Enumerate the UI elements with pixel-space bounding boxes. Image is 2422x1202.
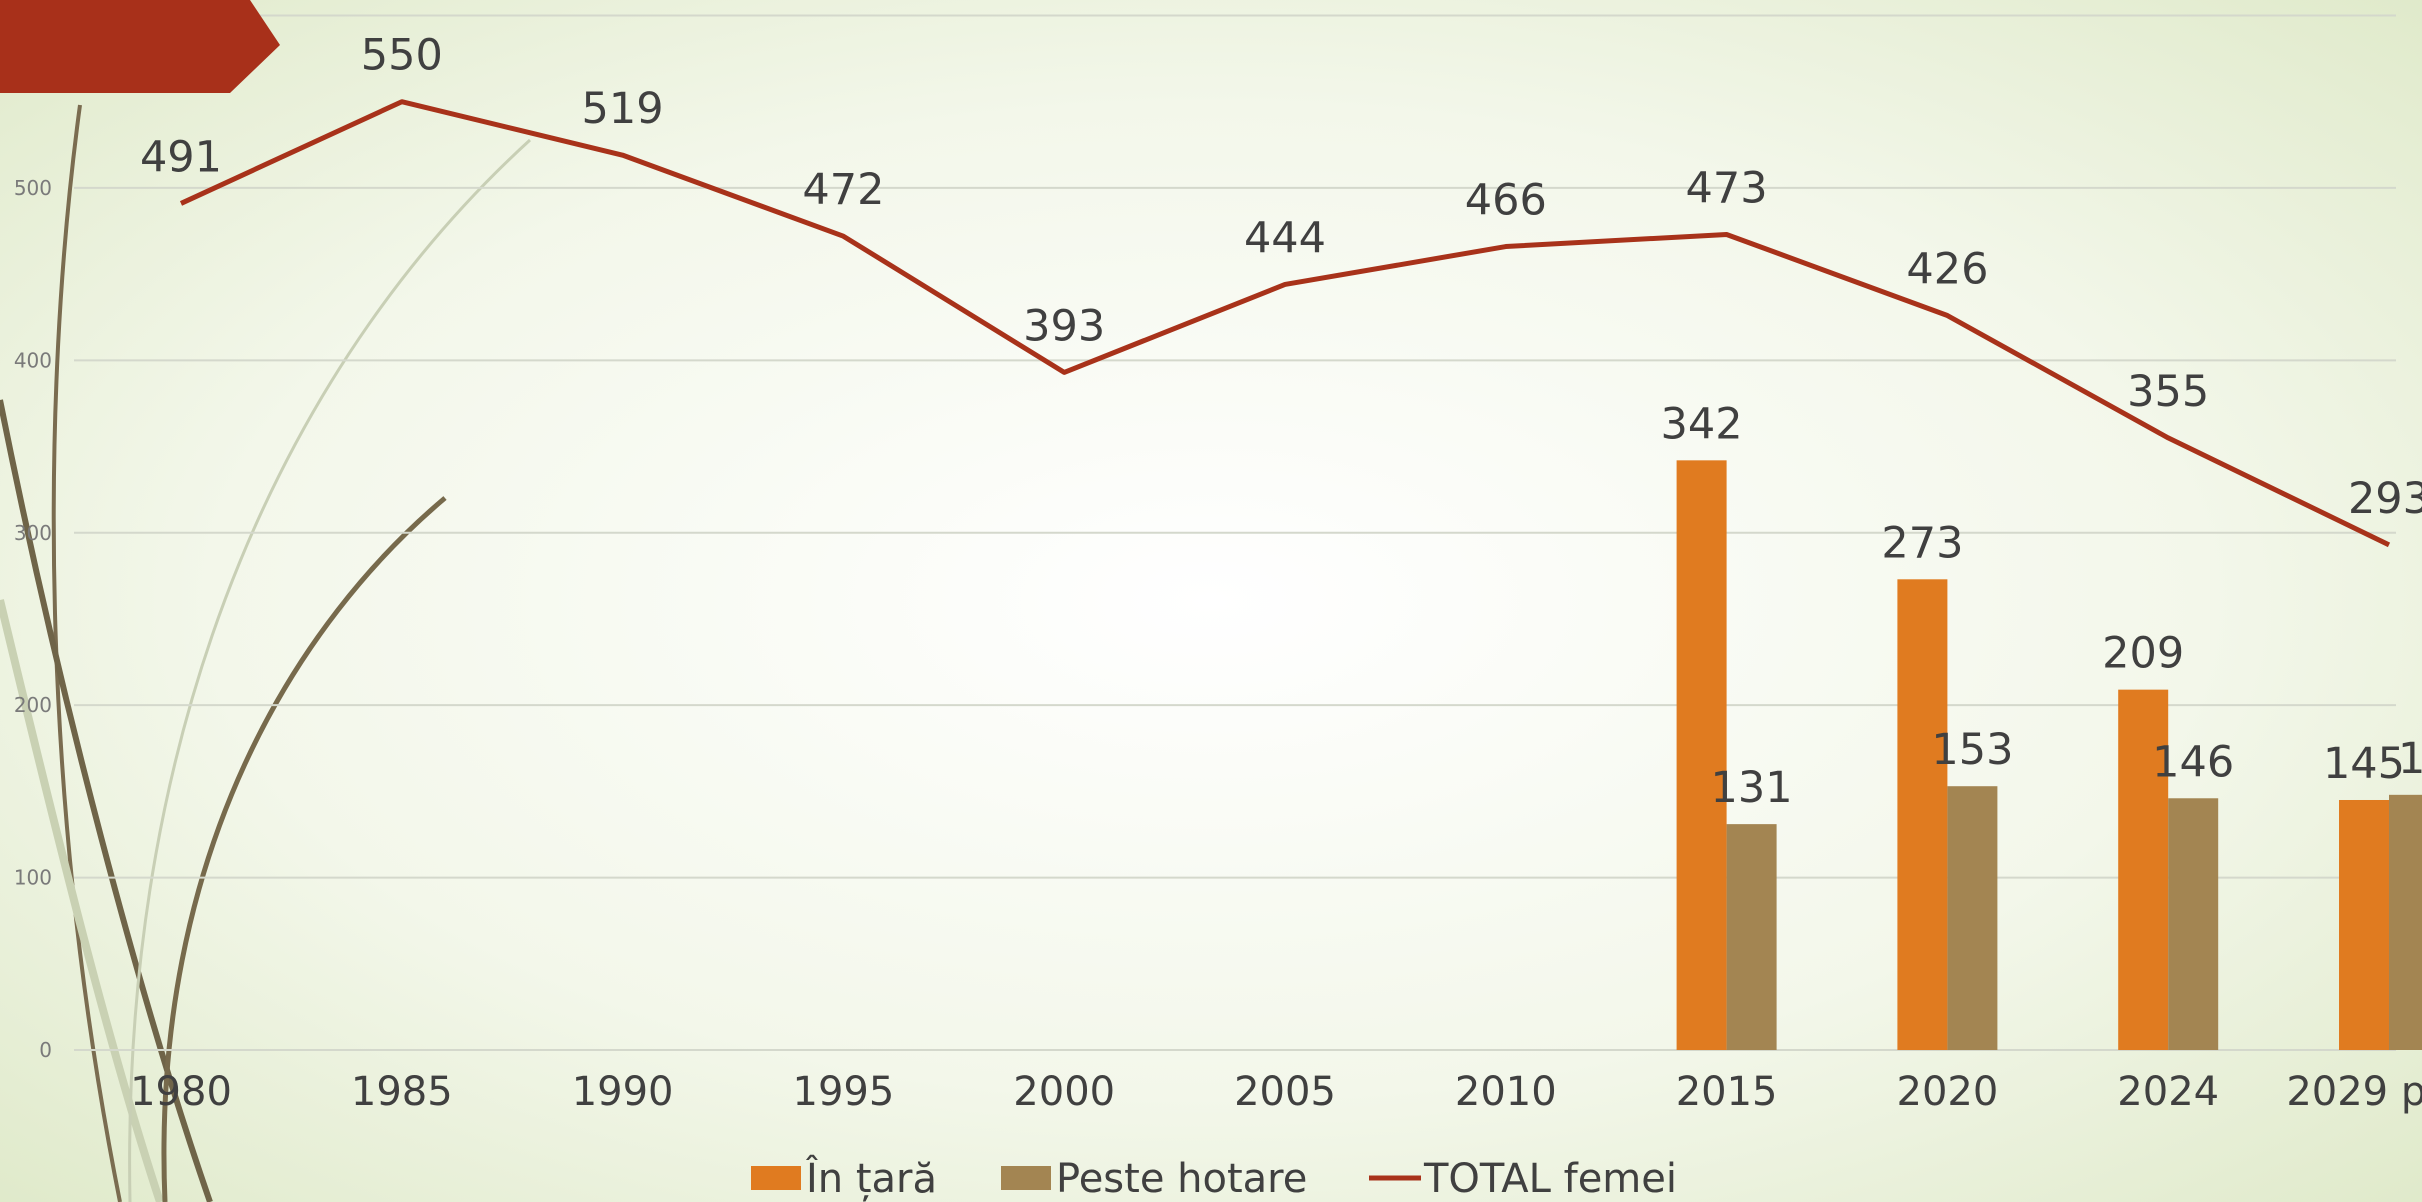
x-tick-label: 2029 prog: [2286, 1069, 2422, 1115]
x-tick-label: 1995: [793, 1069, 895, 1115]
data-label: 473: [1686, 163, 1768, 213]
legend-swatch: [751, 1166, 801, 1190]
data-label: 550: [361, 31, 443, 81]
decor-curve: [128, 138, 532, 1202]
data-label: 472: [802, 165, 884, 215]
bar: [2118, 689, 2169, 1050]
data-label: 293: [2348, 474, 2422, 524]
legend-label: În țară: [805, 1154, 937, 1202]
legend-swatch: [1001, 1166, 1051, 1190]
decor-curve: [161, 496, 447, 1202]
decor-curve: [51, 104, 122, 1202]
y-tick-label: 100: [14, 866, 52, 890]
data-label: 342: [1661, 399, 1743, 449]
x-tick-label: 2020: [1897, 1069, 1999, 1115]
x-tick-label: 1990: [572, 1069, 674, 1115]
bar: [1947, 786, 1998, 1050]
data-label: 131: [1711, 763, 1793, 813]
data-label: 153: [1931, 725, 2013, 775]
x-tick-label: 1985: [351, 1069, 453, 1115]
line: [179, 99, 2391, 548]
data-label: 273: [1881, 518, 1963, 568]
decoration: [0, 104, 532, 1202]
y-tick-label: 400: [14, 348, 52, 372]
data-label: 519: [582, 84, 664, 134]
banner: [0, 0, 280, 93]
data-label: 393: [1023, 301, 1105, 351]
bar: [2339, 799, 2389, 1050]
y-tick-label: 0: [39, 1038, 52, 1062]
bar: [2389, 794, 2422, 1050]
data-label: 466: [1465, 176, 1547, 226]
bar: [2168, 798, 2219, 1050]
y-tick-label: 300: [14, 521, 52, 545]
data-label: 355: [2127, 367, 2209, 417]
data-label: 426: [1906, 245, 1988, 295]
bar: [1676, 460, 1727, 1051]
data-label: 491: [140, 132, 222, 182]
x-tick-label: 2005: [1234, 1069, 1336, 1115]
decor-curve: [0, 399, 213, 1202]
decor-curve: [0, 599, 164, 1202]
x-tick-label: 1980: [130, 1069, 232, 1115]
data-label: 145: [2323, 739, 2405, 789]
legend-label: TOTAL femei: [1423, 1156, 1677, 1202]
bar: [1897, 579, 1948, 1050]
y-tick-label: 500: [14, 176, 52, 200]
data-label: 444: [1244, 213, 1326, 263]
bar: [1726, 824, 1777, 1050]
x-tick-label: 2010: [1455, 1069, 1557, 1115]
x-tick-label: 2015: [1676, 1069, 1778, 1115]
x-tick-label: 2024: [2117, 1069, 2219, 1115]
y-tick-label: 200: [14, 693, 52, 717]
data-label: 209: [2102, 629, 2184, 679]
x-tick-label: 2000: [1013, 1069, 1115, 1115]
data-label: 146: [2152, 737, 2234, 787]
legend-label: Peste hotare: [1056, 1156, 1307, 1202]
data-label: 148: [2398, 734, 2422, 784]
